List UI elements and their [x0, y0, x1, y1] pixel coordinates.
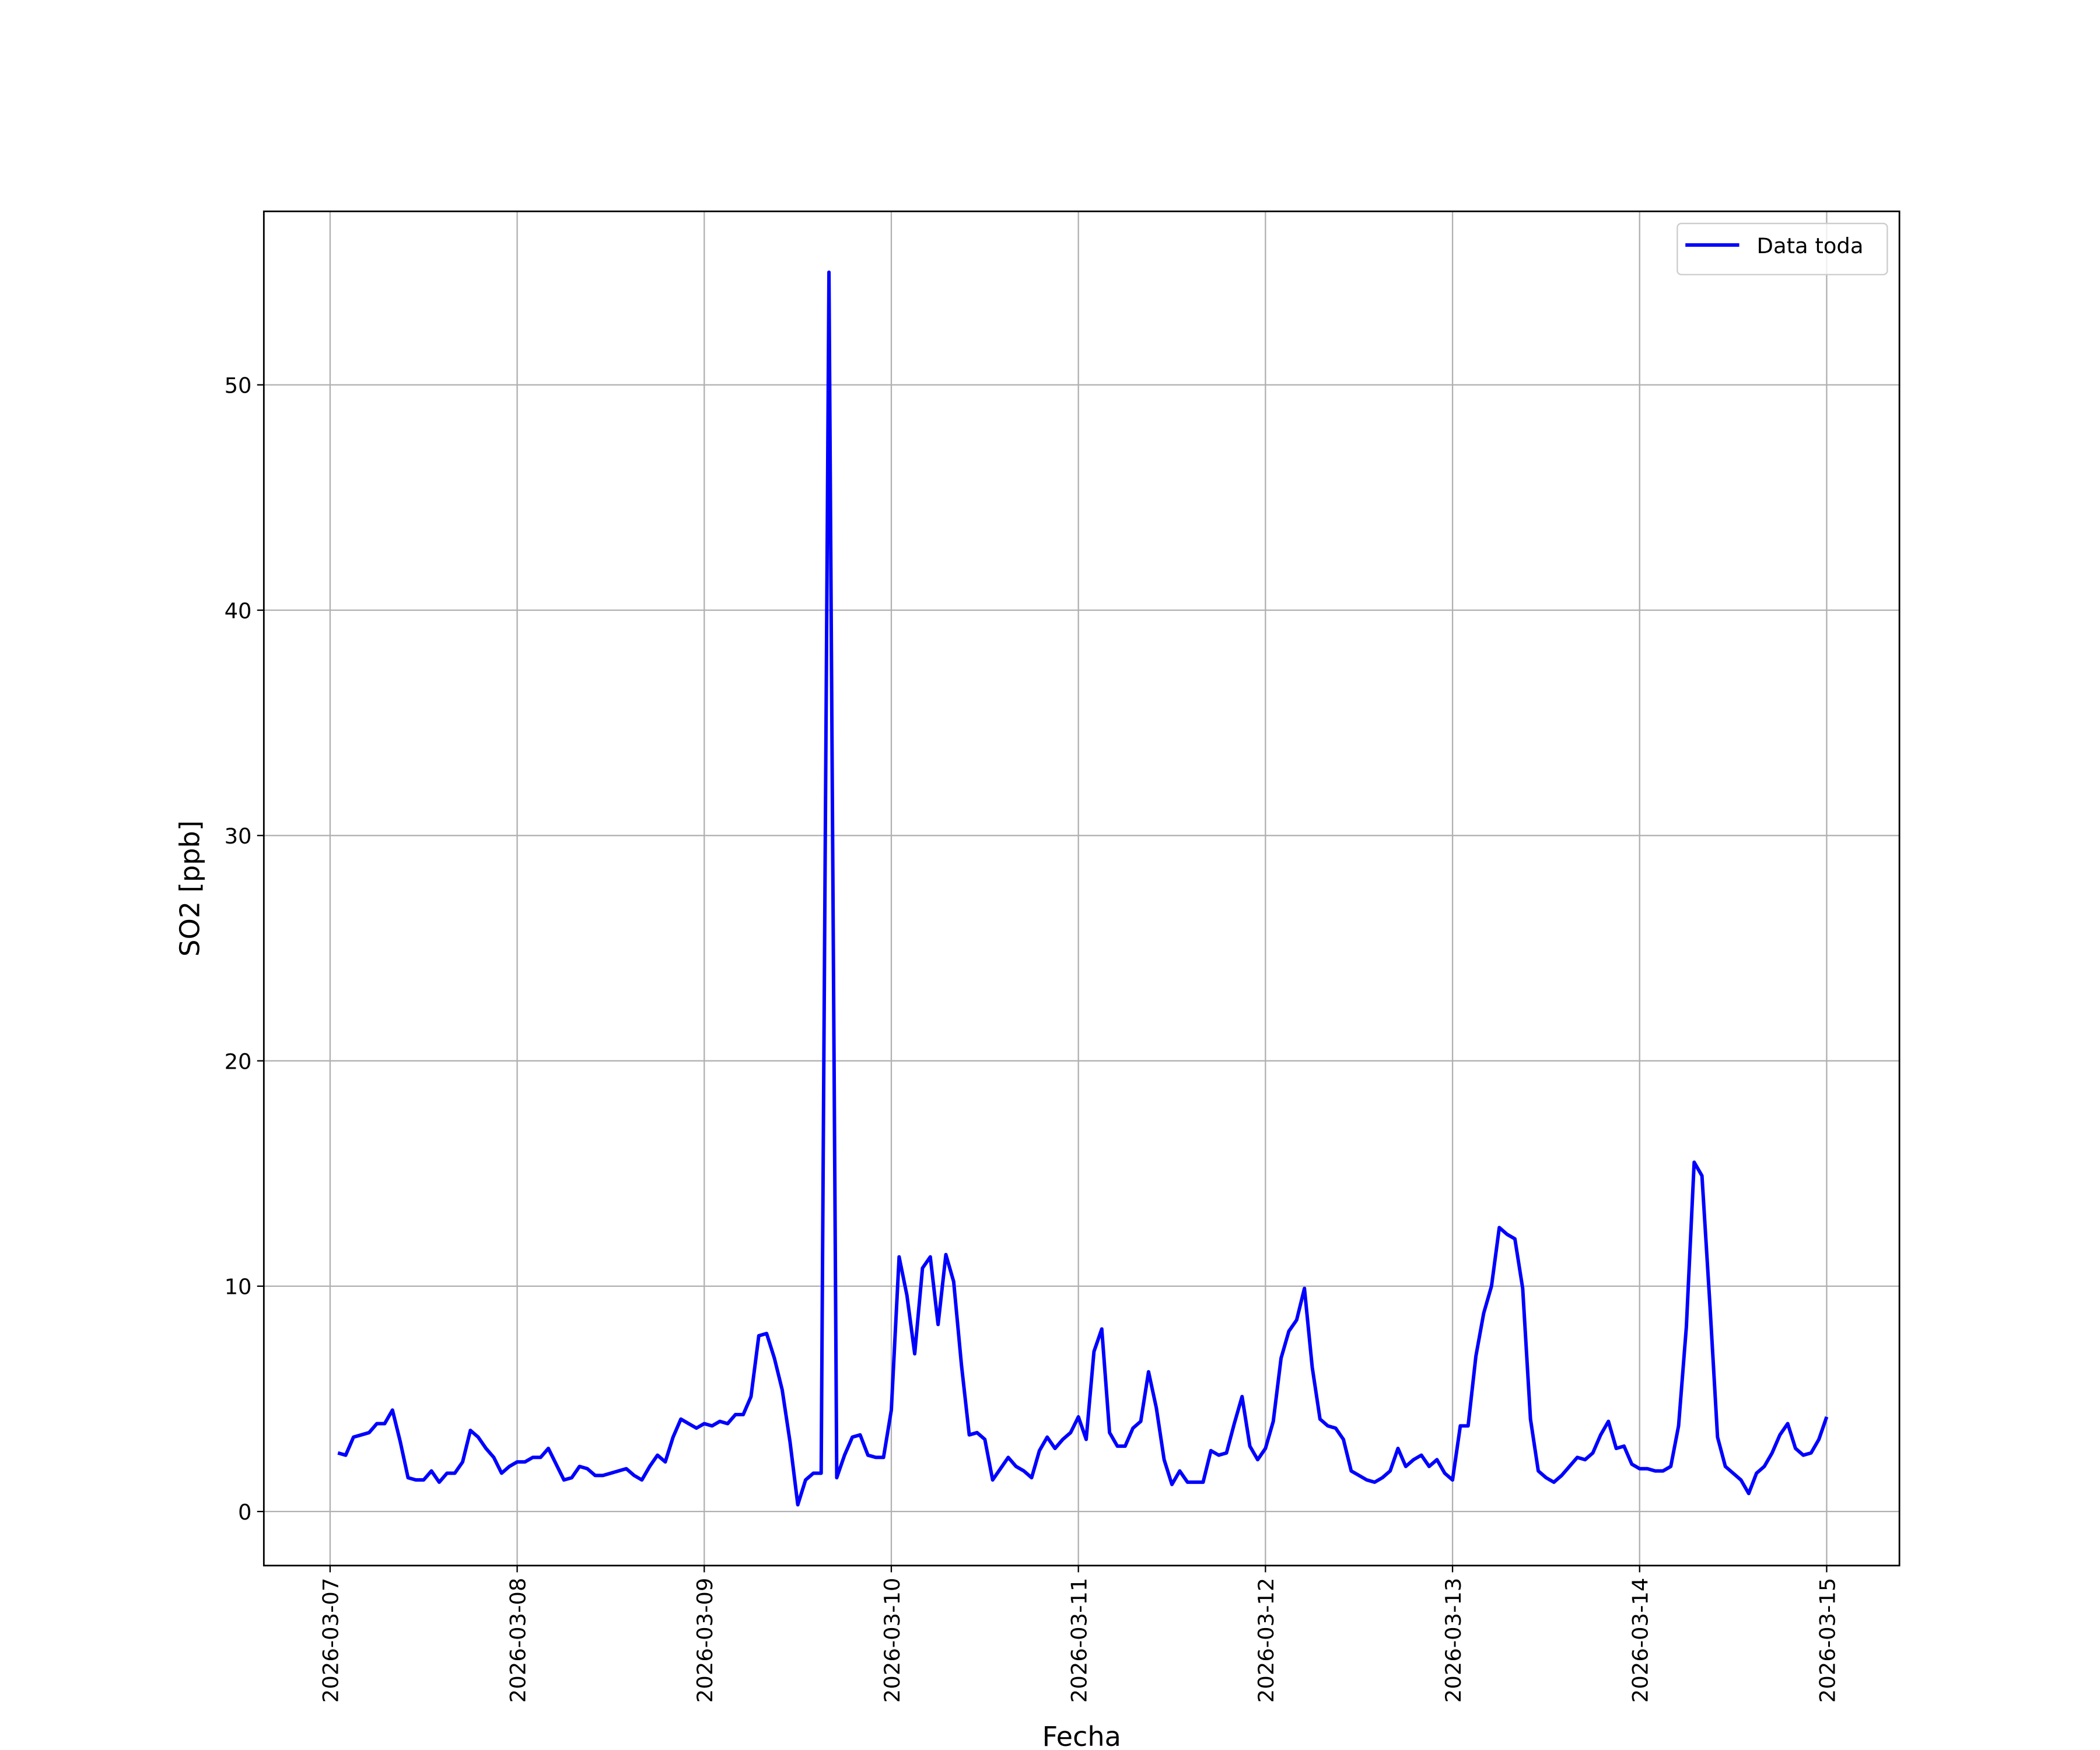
y-tick-label: 50	[225, 373, 252, 398]
x-tick-label: 2026-03-10	[880, 1578, 905, 1703]
x-tick-label: 2026-03-11	[1067, 1578, 1092, 1703]
legend-label: Data toda	[1757, 233, 1864, 258]
plot-area	[337, 270, 1829, 1507]
legend-box	[1676, 222, 1888, 275]
y-tick-label: 20	[225, 1049, 252, 1074]
grid	[264, 211, 1900, 1566]
axes-frame	[262, 210, 1901, 1567]
y-tick-label: 0	[238, 1500, 251, 1525]
y-tick-label: 30	[225, 824, 252, 849]
x-tick-label: 2026-03-14	[1628, 1578, 1653, 1703]
x-tick-label: 2026-03-12	[1254, 1578, 1279, 1703]
x-tick-label: 2026-03-07	[318, 1578, 344, 1703]
data-line	[337, 270, 1829, 1507]
legend: Data toda	[1676, 222, 1888, 275]
x-tick-label: 2026-03-13	[1441, 1578, 1466, 1703]
x-tick-label: 2026-03-08	[505, 1578, 530, 1703]
y-tick-label: 10	[225, 1275, 252, 1300]
y-axis-label: SO2 [ppb]	[174, 820, 206, 957]
y-tick-label: 40	[225, 598, 252, 624]
ticks: 0 10 20 30 40 50 2026-03-07 2026-03-08 2026-03-0…	[225, 373, 1840, 1703]
x-tick-label: 2026-03-15	[1815, 1578, 1840, 1703]
x-axis-label: Fecha	[1042, 1721, 1121, 1750]
x-tick-label: 2026-03-09	[692, 1578, 718, 1703]
